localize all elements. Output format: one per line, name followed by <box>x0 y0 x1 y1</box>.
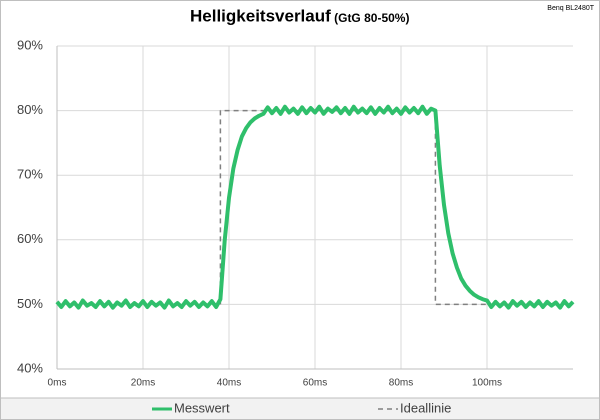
measured-line <box>55 104 575 310</box>
x-tick-label: 40ms <box>217 378 241 389</box>
chart-subtitle: (GtG 80-50%) <box>334 11 409 25</box>
y-tick-label: 90% <box>17 37 43 52</box>
legend: Messwert Ideallinie <box>152 400 451 415</box>
y-tick-label: 70% <box>17 167 43 182</box>
y-tick-label: 40% <box>17 360 43 375</box>
legend-background <box>1 398 599 419</box>
y-tick-label: 50% <box>17 296 43 311</box>
x-tick-label: 0ms <box>48 378 67 389</box>
x-tick-label: 60ms <box>303 378 327 389</box>
x-tick-label: 80ms <box>389 378 413 389</box>
x-tick-label: 20ms <box>131 378 155 389</box>
annotation: Benq BL2480T <box>547 5 594 12</box>
legend-label: Messwert <box>174 400 230 415</box>
plot-area <box>55 104 575 310</box>
grid: 40% 50% 60% 70% 80% 90% 0ms 20ms 40ms 60ms 80ms 100… <box>17 37 573 389</box>
chart-title: Helligkeitsverlauf <box>190 6 331 25</box>
x-tick-label: 100ms <box>472 378 502 389</box>
y-tick-label: 80% <box>17 102 43 117</box>
legend-label: Ideallinie <box>400 400 451 415</box>
y-tick-label: 60% <box>17 231 43 246</box>
